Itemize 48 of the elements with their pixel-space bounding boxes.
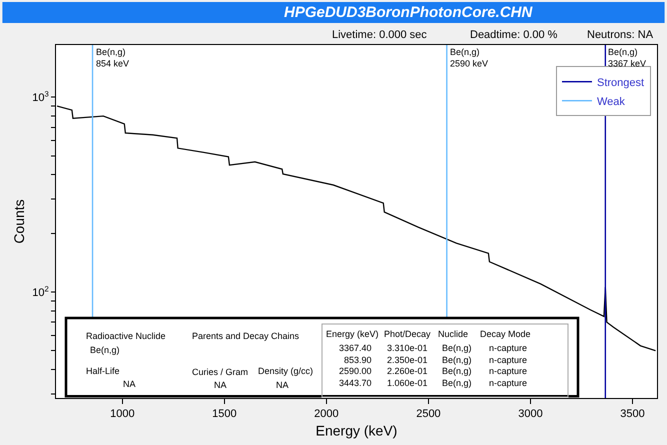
annotation: Half-Life	[86, 366, 120, 376]
y-axis-title: Counts	[10, 199, 27, 244]
x-tick-label: 2500	[416, 408, 441, 420]
text: Neutrons: NA	[587, 29, 654, 41]
text: Deadtime: 0.00 %	[470, 29, 558, 41]
legend-label: Weak	[596, 96, 626, 108]
legend-label: Strongest	[596, 76, 644, 89]
annotation: 3443.70	[339, 378, 372, 388]
annotation: Nuclide	[438, 329, 468, 339]
x-tick-label: 3000	[518, 408, 543, 420]
x-axis-title: Energy (keV)	[316, 422, 398, 438]
annotation: 853.90	[344, 355, 372, 365]
annotation: Be(n,g)	[442, 355, 472, 365]
x-tick-label: 1500	[212, 408, 237, 420]
y-tick-label: 10$^{3}$	[32, 89, 49, 104]
annotation: n-capture	[489, 366, 528, 376]
annotation: 2.350e-01	[387, 355, 428, 365]
annotation: Density (g/cc)	[258, 366, 314, 376]
annotation: n-capture	[489, 378, 528, 388]
annotation: Be(n,g)	[442, 378, 472, 388]
annotation: Curies / Gram	[192, 367, 248, 377]
annotation: Be(n,g) 2590 keV	[450, 47, 488, 69]
annotation: Energy (keV)	[326, 329, 379, 339]
text: Livetime: 0.000 sec	[332, 29, 428, 41]
chart-title: HPGeDUD3BoronPhotonCore.CHN	[284, 4, 534, 21]
annotation: n-capture	[489, 355, 528, 365]
annotation: Be(n,g)	[442, 343, 472, 353]
annotation: 2.260e-01	[387, 366, 428, 376]
annotation: Be(n,g)	[90, 345, 120, 355]
x-tick-label: 2000	[314, 408, 339, 420]
annotation: NA	[214, 380, 227, 390]
annotation: Be(n,g) 3367 keV	[608, 47, 646, 69]
annotation: Be(n,g)	[442, 366, 472, 376]
annotation: Radioactive Nuclide	[86, 331, 166, 341]
x-tick-label: 1000	[110, 408, 135, 420]
annotation: Decay Mode	[480, 329, 531, 339]
annotation: 3367.40	[339, 343, 372, 353]
annotation: NA	[123, 379, 136, 389]
annotation: 1.060e-01	[387, 378, 428, 388]
annotation: NA	[276, 380, 289, 390]
annotation: Be(n,g) 854 keV	[96, 47, 130, 69]
annotation: 2590.00	[339, 366, 372, 376]
y-tick-label: 10$^{2}$	[32, 284, 49, 299]
annotation: Parents and Decay Chains	[192, 331, 300, 341]
x-tick-label: 3500	[620, 408, 645, 420]
annotation: n-capture	[489, 343, 528, 353]
annotation: 3.310e-01	[387, 343, 428, 353]
annotation: Phot/Decay	[384, 329, 432, 339]
